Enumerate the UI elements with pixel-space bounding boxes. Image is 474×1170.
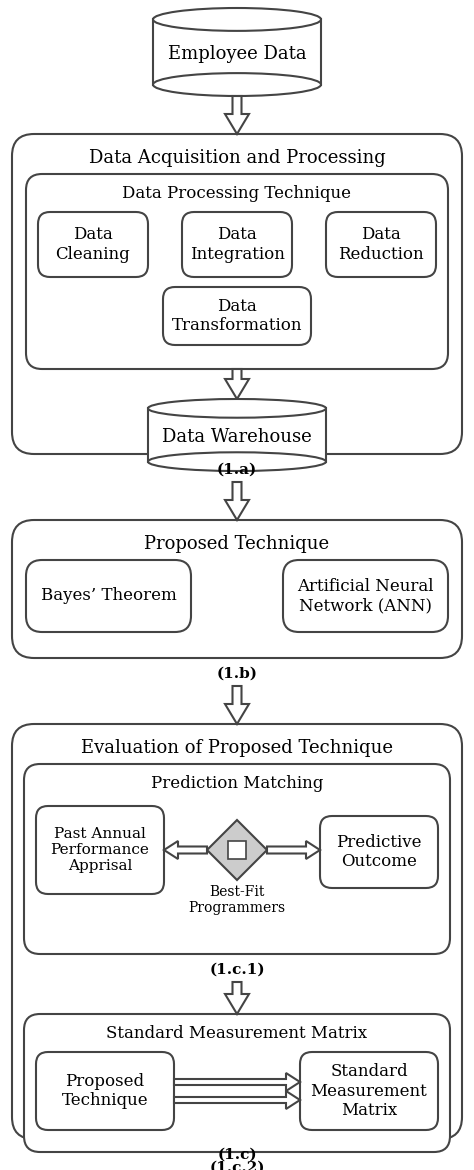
Text: Data Processing Technique: Data Processing Technique	[122, 186, 352, 202]
Text: Data
Cleaning: Data Cleaning	[55, 226, 130, 263]
Polygon shape	[207, 820, 267, 880]
FancyBboxPatch shape	[12, 519, 462, 658]
FancyBboxPatch shape	[326, 212, 436, 277]
Text: Data Acquisition and Processing: Data Acquisition and Processing	[89, 149, 385, 167]
FancyBboxPatch shape	[36, 806, 164, 894]
FancyBboxPatch shape	[12, 135, 462, 454]
Polygon shape	[225, 96, 249, 135]
FancyBboxPatch shape	[38, 212, 148, 277]
FancyBboxPatch shape	[12, 724, 462, 1140]
FancyBboxPatch shape	[24, 764, 450, 954]
Text: Data
Transformation: Data Transformation	[172, 297, 302, 335]
Text: Standard Measurement Matrix: Standard Measurement Matrix	[107, 1025, 367, 1042]
Text: (1.a): (1.a)	[217, 463, 257, 477]
Text: (1.c.1): (1.c.1)	[209, 963, 265, 977]
Polygon shape	[225, 982, 249, 1014]
FancyBboxPatch shape	[36, 1052, 174, 1130]
Text: Best-Fit
Programmers: Best-Fit Programmers	[189, 885, 285, 915]
Text: Data
Reduction: Data Reduction	[338, 226, 424, 263]
Text: Artificial Neural
Network (ANN): Artificial Neural Network (ANN)	[297, 578, 434, 614]
FancyBboxPatch shape	[26, 560, 191, 632]
Bar	[148, 408, 326, 462]
FancyBboxPatch shape	[163, 287, 311, 345]
Bar	[153, 20, 321, 84]
Polygon shape	[267, 841, 320, 859]
Text: Data Warehouse: Data Warehouse	[162, 428, 312, 446]
Text: Bayes’ Theorem: Bayes’ Theorem	[41, 587, 176, 605]
FancyBboxPatch shape	[283, 560, 448, 632]
Ellipse shape	[148, 453, 326, 472]
FancyBboxPatch shape	[24, 1014, 450, 1152]
Text: Employee Data: Employee Data	[168, 44, 306, 63]
Text: Proposed
Technique: Proposed Technique	[62, 1073, 148, 1109]
Polygon shape	[174, 1073, 300, 1090]
Polygon shape	[164, 841, 207, 859]
Text: Proposed Technique: Proposed Technique	[145, 535, 329, 553]
Polygon shape	[225, 686, 249, 724]
Text: Prediction Matching: Prediction Matching	[151, 776, 323, 792]
Text: (1.c.2): (1.c.2)	[209, 1161, 265, 1170]
FancyBboxPatch shape	[182, 212, 292, 277]
Text: Standard
Measurement
Matrix: Standard Measurement Matrix	[310, 1062, 428, 1119]
Polygon shape	[174, 1090, 300, 1109]
FancyBboxPatch shape	[320, 815, 438, 888]
Ellipse shape	[148, 399, 326, 418]
Polygon shape	[225, 369, 249, 399]
Bar	[228, 841, 246, 859]
FancyBboxPatch shape	[300, 1052, 438, 1130]
Text: (1.c): (1.c)	[217, 1148, 257, 1162]
Text: Data
Integration: Data Integration	[190, 226, 284, 263]
Text: Evaluation of Proposed Technique: Evaluation of Proposed Technique	[81, 739, 393, 757]
Polygon shape	[225, 482, 249, 519]
FancyBboxPatch shape	[26, 174, 448, 369]
Text: Past Annual
Performance
Apprisal: Past Annual Performance Apprisal	[51, 827, 149, 873]
Text: (1.b): (1.b)	[217, 667, 257, 681]
Ellipse shape	[153, 8, 321, 30]
Ellipse shape	[153, 73, 321, 96]
Text: Predictive
Outcome: Predictive Outcome	[336, 834, 422, 870]
